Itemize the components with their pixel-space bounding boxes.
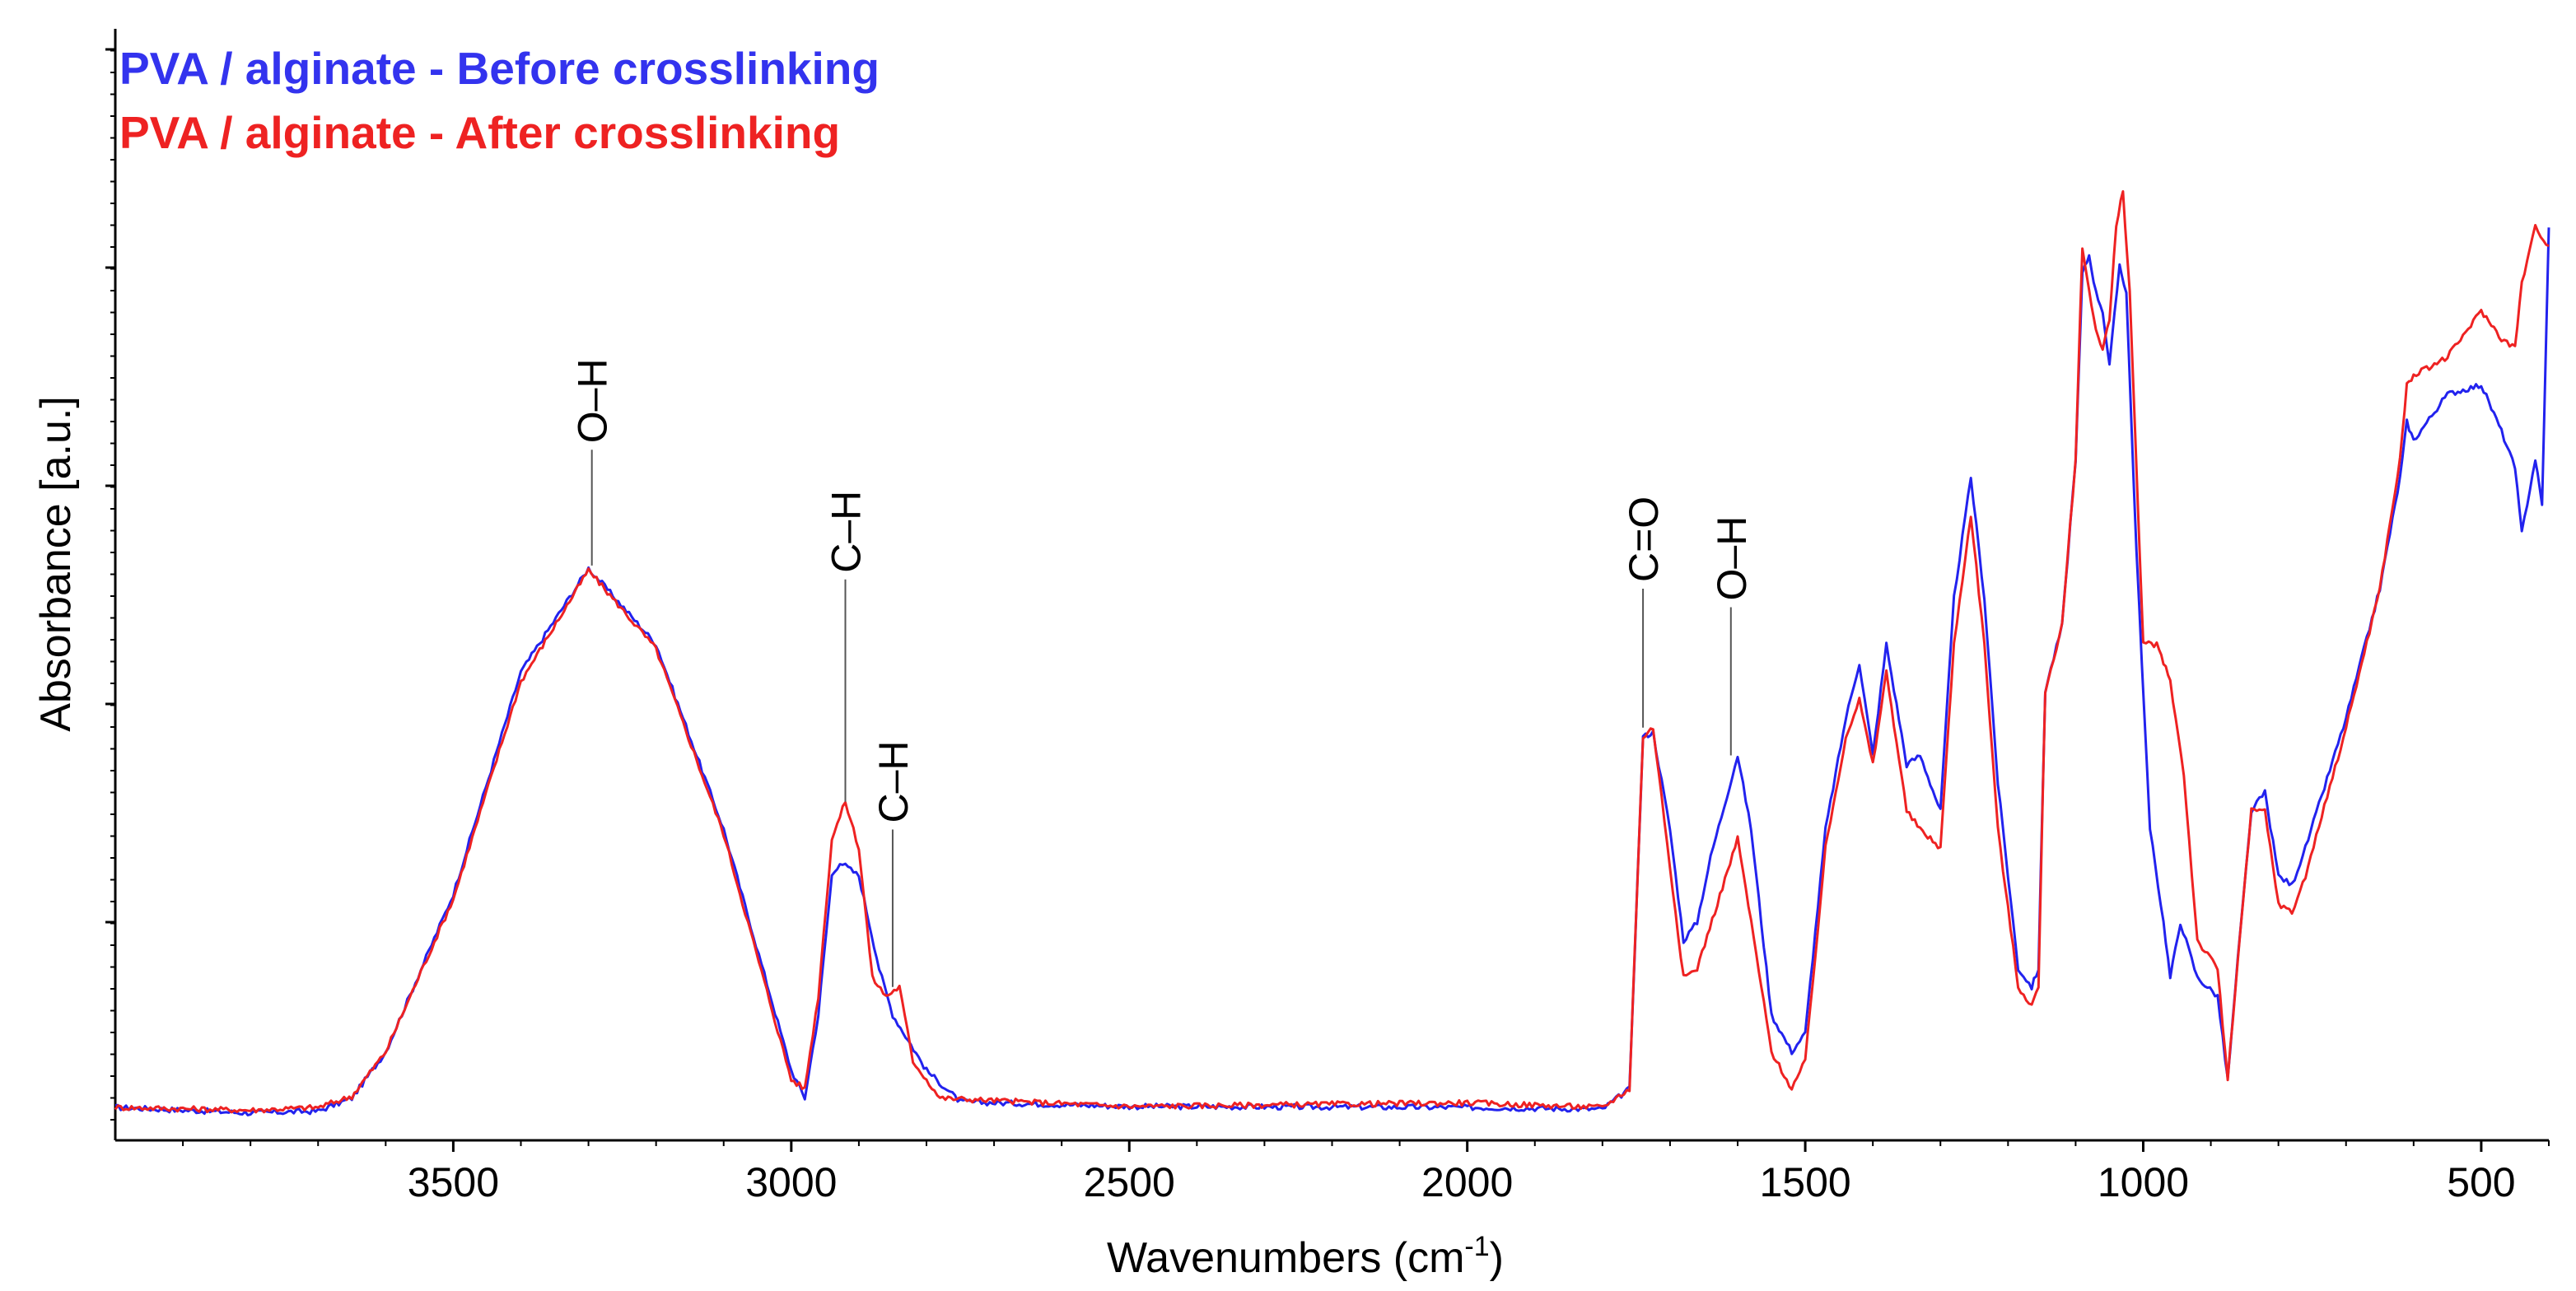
annotation-layer: O–H C–H C–H C=O O–H (570, 358, 1755, 987)
x-tick-label: 500 (2447, 1159, 2515, 1205)
x-tick-label: 3500 (408, 1159, 499, 1205)
peak-label: O–H (1709, 516, 1755, 601)
peak-label: C–H (870, 740, 917, 823)
x-axis-title-main: Wavenumbers (cm (1107, 1234, 1464, 1282)
x-tick-label: 1500 (1759, 1159, 1850, 1205)
x-tick-label: 3000 (745, 1159, 837, 1205)
x-axis-title-superscript: -1 (1464, 1231, 1489, 1262)
x-ticks: 3500 3000 2500 2000 1500 1000 500 (182, 1140, 2550, 1205)
y-axis-title: Absorbance [a.u.] (32, 396, 80, 732)
y-minor-ticks (105, 48, 115, 1121)
legend-entry-after: PVA / alginate - After crosslinking (119, 107, 840, 158)
axes: 3500 3000 2500 2000 1500 1000 500 (105, 29, 2550, 1205)
series-layer (114, 190, 2550, 1116)
x-tick-label: 2000 (1421, 1159, 1513, 1205)
peak-label: C=O (1621, 496, 1667, 582)
x-tick-label: 1000 (2098, 1159, 2189, 1205)
series-line-after (114, 190, 2550, 1114)
x-axis-title-suffix: ) (1490, 1234, 1504, 1282)
series-line-before (114, 227, 2550, 1116)
peak-label: C–H (824, 491, 870, 573)
legend: PVA / alginate - Before crosslinking PVA… (119, 43, 880, 158)
legend-entry-before: PVA / alginate - Before crosslinking (119, 43, 880, 94)
x-tick-label: 2500 (1084, 1159, 1175, 1205)
x-axis-title: Wavenumbers (cm-1) (1107, 1231, 1504, 1282)
peak-label: O–H (570, 358, 616, 443)
